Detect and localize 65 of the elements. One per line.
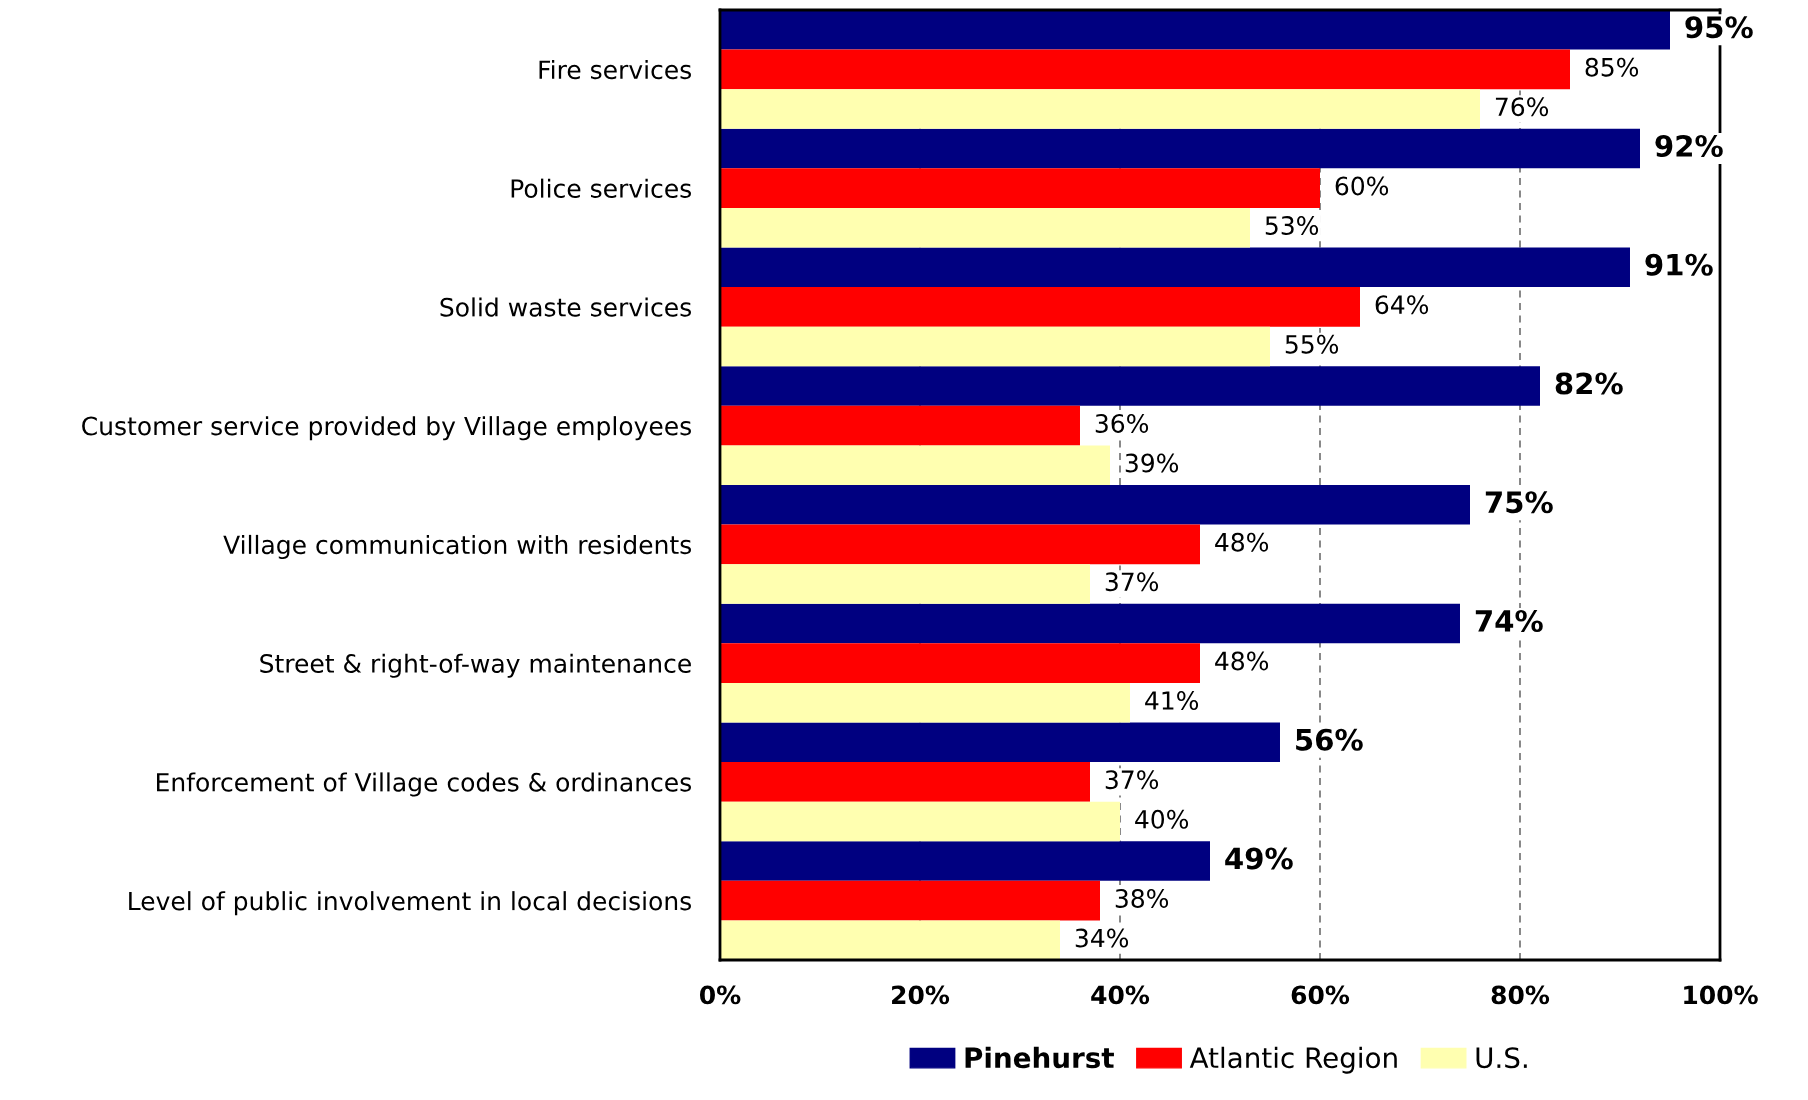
data-label: 76% — [1495, 97, 1549, 117]
bar — [720, 445, 1110, 485]
x-tick-label: 80% — [1491, 985, 1550, 1005]
data-label: 48% — [1215, 532, 1269, 552]
data-label: 85% — [1585, 57, 1639, 77]
data-label: 74% — [1475, 609, 1543, 632]
data-label: 34% — [1075, 928, 1129, 948]
bar — [720, 880, 1100, 921]
y-tick-label: Enforcement of Village codes & ordinances — [157, 772, 691, 797]
bar — [720, 682, 1130, 723]
data-label: 40% — [1135, 809, 1189, 829]
data-label: 91% — [1645, 253, 1713, 276]
data-label: 48% — [1215, 651, 1269, 671]
data-label: 75% — [1485, 491, 1553, 514]
data-label: 49% — [1225, 847, 1293, 870]
bar — [720, 524, 1200, 565]
bar — [720, 722, 1280, 763]
bar — [720, 49, 1570, 90]
x-tick-label: 0% — [699, 985, 741, 1005]
data-label: 39% — [1125, 453, 1179, 473]
x-tick-label: 100% — [1684, 985, 1758, 1005]
legend-label: U.S. — [1476, 1047, 1527, 1069]
bar — [720, 326, 1270, 367]
bar — [720, 405, 1080, 446]
bar — [720, 564, 1090, 604]
data-label: 37% — [1105, 770, 1159, 790]
x-tick-label: 40% — [1091, 985, 1150, 1005]
bar — [720, 841, 1210, 881]
bar — [720, 287, 1360, 327]
data-label: 53% — [1265, 216, 1319, 235]
data-label: 95% — [1685, 16, 1753, 39]
bar — [720, 247, 1630, 288]
y-tick-label: Solid waste services — [440, 297, 691, 317]
bar — [720, 762, 1090, 802]
bar — [720, 920, 1060, 960]
data-label: 38% — [1115, 888, 1169, 908]
y-tick-label: Customer service provided by Village employees — [82, 416, 691, 441]
legend-label: Atlantic Region — [1189, 1046, 1397, 1074]
data-label: 92% — [1655, 134, 1723, 157]
y-tick-label: Village communication with residents — [223, 534, 692, 560]
data-label: 37% — [1105, 572, 1159, 592]
x-tick-label: 60% — [1291, 985, 1350, 1005]
data-label: 64% — [1375, 295, 1429, 315]
data-label: 41% — [1145, 691, 1199, 710]
bar — [720, 485, 1470, 525]
bar — [720, 10, 1670, 50]
bar — [720, 207, 1250, 248]
bar — [720, 603, 1460, 644]
data-label: 60% — [1335, 176, 1389, 196]
y-tick-label: Fire services — [539, 59, 691, 80]
data-label: 36% — [1095, 413, 1149, 433]
bar — [720, 168, 1320, 208]
bar — [720, 643, 1200, 683]
y-tick-label: Police services — [511, 178, 691, 198]
bar — [720, 89, 1480, 129]
y-tick-label: Level of public involvement in local decisions — [129, 891, 691, 916]
data-label: 82% — [1555, 372, 1623, 395]
y-tick-label: Street & right-of-way maintenance — [260, 653, 691, 678]
x-tick-label: 20% — [892, 985, 950, 1005]
bar — [720, 366, 1540, 406]
data-label: 55% — [1285, 334, 1339, 354]
bar — [720, 801, 1120, 842]
data-label: 56% — [1296, 728, 1363, 751]
legend-label: Pinehurst — [965, 1046, 1114, 1069]
bar — [720, 128, 1640, 169]
